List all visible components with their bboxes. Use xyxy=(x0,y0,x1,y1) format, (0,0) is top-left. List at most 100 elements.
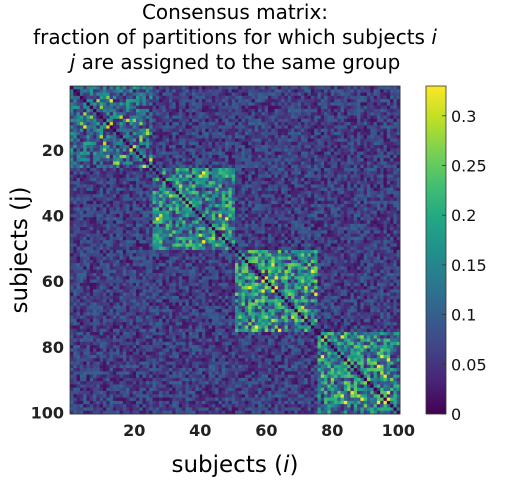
heatmap-cell xyxy=(390,227,394,231)
heatmap-cell xyxy=(380,174,384,179)
heatmap-cell xyxy=(198,141,203,146)
heatmap-cell xyxy=(149,207,153,211)
heatmap-cell xyxy=(235,184,239,189)
heatmap-cell xyxy=(175,148,180,152)
heatmap-cell xyxy=(162,118,167,123)
heatmap-cell xyxy=(264,184,269,189)
heatmap-cell xyxy=(119,197,124,202)
heatmap-cell xyxy=(337,86,341,90)
heatmap-cell xyxy=(314,233,318,238)
heatmap-cell xyxy=(205,118,209,123)
heatmap-cell xyxy=(317,125,322,129)
heatmap-cell xyxy=(357,233,361,238)
heatmap-cell xyxy=(297,168,302,172)
heatmap-cell xyxy=(370,108,374,113)
heatmap-cell xyxy=(106,230,110,234)
heatmap-cell xyxy=(211,217,216,221)
heatmap-cell xyxy=(294,138,299,143)
heatmap-cell xyxy=(225,92,229,97)
heatmap-cell xyxy=(112,115,117,120)
heatmap-cell xyxy=(241,115,246,120)
heatmap-cell xyxy=(225,158,229,162)
heatmap-cell xyxy=(205,158,209,162)
heatmap-cell xyxy=(165,118,170,123)
heatmap-cell xyxy=(337,194,341,198)
heatmap-cell xyxy=(304,141,308,146)
heatmap-cell xyxy=(271,246,275,251)
heatmap-cell xyxy=(208,151,213,156)
heatmap-cell xyxy=(376,141,381,146)
heatmap-cell xyxy=(231,118,236,123)
heatmap-cell xyxy=(215,86,219,90)
heatmap-cell xyxy=(73,230,77,234)
heatmap-cell xyxy=(126,128,130,133)
heatmap-cell xyxy=(235,164,239,169)
heatmap-cell xyxy=(383,204,388,208)
heatmap-cell xyxy=(383,86,388,90)
heatmap-cell xyxy=(116,105,120,110)
heatmap-cell xyxy=(357,200,361,205)
heatmap-cell xyxy=(324,177,328,182)
heatmap-cell xyxy=(386,177,391,182)
heatmap-cell xyxy=(370,243,374,248)
heatmap-cell xyxy=(343,210,348,215)
heatmap-cell xyxy=(112,95,117,100)
heatmap-cell xyxy=(390,105,394,110)
heatmap-cell xyxy=(106,125,110,129)
heatmap-cell xyxy=(79,246,84,251)
heatmap-cell xyxy=(93,151,97,156)
heatmap-cell xyxy=(175,236,180,241)
heatmap-cell xyxy=(370,217,374,221)
heatmap-cell xyxy=(106,105,110,110)
heatmap-cell xyxy=(126,135,130,139)
heatmap-cell xyxy=(202,230,206,234)
heatmap-cell xyxy=(330,207,335,211)
heatmap-cell xyxy=(380,131,384,136)
heatmap-cell xyxy=(129,184,134,189)
heatmap-cell xyxy=(360,148,365,152)
heatmap-cell xyxy=(182,158,186,162)
heatmap-cell xyxy=(238,141,242,146)
heatmap-cell xyxy=(277,246,282,251)
heatmap-cell xyxy=(357,89,361,93)
heatmap-cell xyxy=(373,158,378,162)
heatmap-cell xyxy=(89,200,94,205)
heatmap-cell xyxy=(169,168,173,172)
heatmap-cell xyxy=(109,128,114,133)
heatmap-cell xyxy=(162,181,167,185)
heatmap-cell xyxy=(291,138,295,143)
heatmap-cell xyxy=(373,204,378,208)
heatmap-cell xyxy=(310,243,315,248)
heatmap-cell xyxy=(142,177,147,182)
heatmap-cell xyxy=(291,105,295,110)
heatmap-cell xyxy=(386,128,391,133)
heatmap-cell xyxy=(254,233,259,238)
heatmap-cell xyxy=(165,204,170,208)
heatmap-cell xyxy=(116,118,120,123)
heatmap-cell xyxy=(145,233,150,238)
heatmap-cell xyxy=(291,115,295,120)
heatmap-cell xyxy=(343,86,348,90)
heatmap-cell xyxy=(152,108,157,113)
heatmap-cell xyxy=(165,220,170,225)
heatmap-cell xyxy=(347,115,351,120)
heatmap-cell xyxy=(347,220,351,225)
heatmap-cell xyxy=(380,168,384,172)
heatmap-cell xyxy=(274,168,279,172)
heatmap-cell xyxy=(380,118,384,123)
heatmap-cell xyxy=(159,240,163,244)
heatmap-cell xyxy=(103,220,107,225)
heatmap-cell xyxy=(175,128,180,133)
heatmap-cell xyxy=(86,86,91,90)
heatmap-cell xyxy=(301,190,305,195)
heatmap-cell xyxy=(373,161,378,166)
heatmap-cell xyxy=(129,138,134,143)
heatmap-cell xyxy=(301,194,305,198)
heatmap-cell xyxy=(198,230,203,234)
heatmap-cell xyxy=(208,220,213,225)
heatmap-cell xyxy=(172,164,176,169)
heatmap-cell xyxy=(373,125,378,129)
heatmap-cell xyxy=(99,174,104,179)
heatmap-cell xyxy=(106,145,110,149)
heatmap-cell xyxy=(244,125,249,129)
